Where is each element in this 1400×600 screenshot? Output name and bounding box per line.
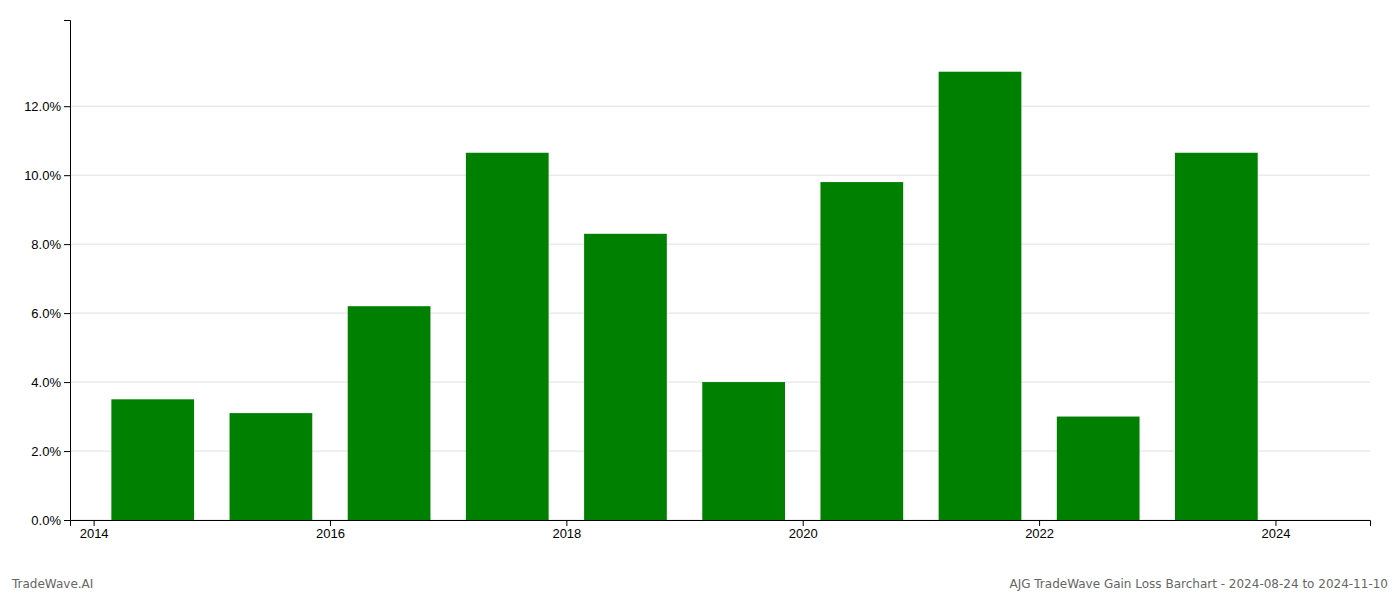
y-tick: 4.0% [31, 375, 70, 390]
bar [466, 153, 549, 520]
y-tick-mark [64, 313, 70, 314]
x-tick-mark [803, 520, 804, 526]
y-tick-mark [64, 382, 70, 383]
x-tick-mark [1039, 520, 1040, 526]
x-tick-label: 2020 [789, 526, 818, 541]
x-tick: 2018 [552, 520, 581, 541]
grid-line [70, 106, 1370, 107]
y-axis: 0.0% 2.0% 4.0% 6.0% 8.0% 10.0% 12.0% [24, 21, 70, 528]
x-axis: 2014 2016 2018 2020 2022 2024 [71, 520, 1371, 541]
y-tick-mark [64, 244, 70, 245]
y-tick: 8.0% [31, 237, 70, 252]
x-tick: 2014 [80, 520, 109, 541]
y-tick: 0.0% [31, 513, 70, 528]
y-tick: 12.0% [24, 99, 70, 114]
y-tick-mark [64, 451, 70, 452]
plot: 2014 2016 2018 2020 2022 2024 0.0% 2.0% 4.0% 6.0%… [24, 21, 1370, 542]
bars [111, 72, 1257, 520]
y-tick-label: 2.0% [31, 444, 61, 459]
y-tick-label: 10.0% [24, 168, 61, 183]
x-tick: 2016 [316, 520, 345, 541]
bar [702, 382, 785, 520]
bar [348, 306, 431, 520]
x-tick-label: 2018 [552, 526, 581, 541]
x-tick-mark [566, 520, 567, 526]
x-tick-mark [1275, 520, 1276, 526]
y-tick-mark [64, 520, 70, 521]
y-tick: 2.0% [31, 444, 70, 459]
bar [820, 182, 903, 520]
footer-text: TradeWave.AI [11, 577, 93, 591]
bar [1175, 153, 1258, 520]
bar [1057, 417, 1140, 520]
x-axis-line [71, 521, 1371, 527]
x-tick: 2020 [789, 520, 818, 541]
y-tick-label: 4.0% [31, 375, 61, 390]
footer-text: AJG TradeWave Gain Loss Barchart - 2024-… [1009, 577, 1388, 591]
x-tick: 2024 [1261, 520, 1290, 541]
x-tick-mark [94, 520, 95, 526]
grid [70, 106, 1370, 520]
x-tick-label: 2024 [1261, 526, 1290, 541]
x-tick-label: 2014 [80, 526, 109, 541]
y-tick-label: 0.0% [31, 513, 61, 528]
x-tick-label: 2016 [316, 526, 345, 541]
y-tick-label: 8.0% [31, 237, 61, 252]
y-tick-mark [64, 175, 70, 176]
y-tick-mark [64, 106, 70, 107]
y-tick-label: 6.0% [31, 306, 61, 321]
bar [939, 72, 1022, 520]
y-tick-label: 12.0% [24, 99, 61, 114]
y-tick: 6.0% [31, 306, 70, 321]
x-tick-label: 2022 [1025, 526, 1054, 541]
bar [584, 234, 667, 520]
chart: 2014 2016 2018 2020 2022 2024 0.0% 2.0% 4.0% 6.0%… [0, 0, 1400, 600]
bar [111, 399, 194, 520]
bar [230, 413, 313, 520]
y-tick: 10.0% [24, 168, 70, 183]
x-tick: 2022 [1025, 520, 1054, 541]
x-tick-mark [330, 520, 331, 526]
y-axis-line [64, 21, 71, 521]
